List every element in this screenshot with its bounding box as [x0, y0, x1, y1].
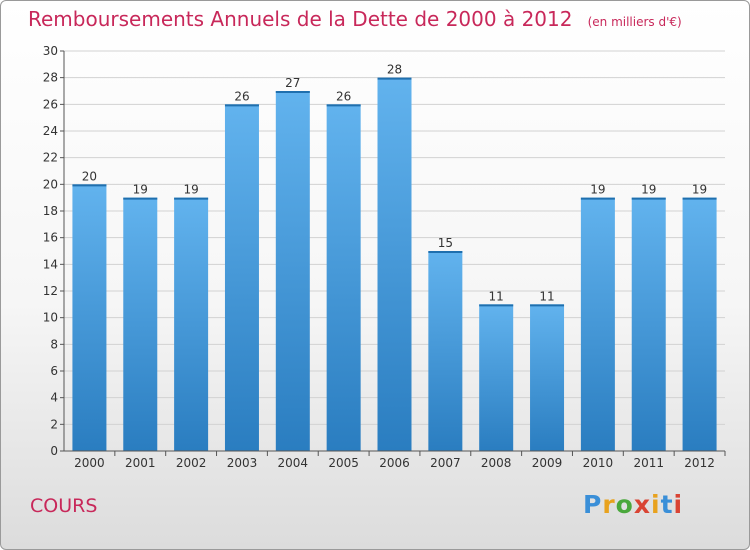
bar [174, 197, 209, 451]
data-label: 19 [133, 183, 148, 197]
y-tick-label: 2 [50, 417, 58, 431]
y-tick-label: 22 [43, 151, 58, 165]
x-axis: 2000 2001 2002 2003 2004 2005 2006 2007 2008 2009… [64, 450, 726, 470]
chart-header: Remboursements Annuels de la Dette de 20… [28, 7, 682, 31]
bar [224, 104, 259, 451]
x-tick-label: 2010 [583, 456, 614, 470]
data-label: 19 [183, 183, 198, 197]
logo-letter: i [651, 490, 661, 519]
bar [72, 184, 107, 452]
bar [530, 304, 565, 451]
data-label: 28 [387, 63, 402, 77]
y-tick-label: 14 [43, 257, 58, 271]
data-label: 26 [336, 89, 351, 103]
y-tick-label: 12 [43, 284, 58, 298]
y-tick-label: 18 [43, 204, 58, 218]
logo-letter: i [673, 490, 684, 519]
y-tick-label: 24 [43, 124, 58, 138]
x-tick-label: 2012 [684, 456, 715, 470]
x-tick-label: 2002 [176, 456, 207, 470]
logo-letter: x [633, 490, 651, 519]
bar [479, 304, 514, 451]
bar [682, 197, 717, 451]
x-tick-label: 2005 [328, 456, 359, 470]
data-label: 11 [489, 289, 504, 303]
bar [275, 91, 310, 451]
data-label: 11 [539, 289, 554, 303]
y-tick-label: 4 [50, 391, 58, 405]
y-tick-label: 0 [50, 444, 58, 458]
bar [123, 197, 158, 451]
proxiti-logo: Proxiti [583, 490, 683, 519]
bar [326, 104, 361, 451]
x-tick-label: 2011 [633, 456, 664, 470]
commune-name: COURS [30, 495, 98, 517]
logo-letter: P [583, 490, 603, 519]
bar [428, 251, 463, 451]
bar [631, 197, 666, 451]
x-tick-label: 2006 [379, 456, 410, 470]
x-tick-label: 2008 [481, 456, 512, 470]
bar [377, 77, 412, 452]
data-label: 15 [438, 236, 453, 250]
data-label: 26 [234, 89, 249, 103]
x-tick-label: 2004 [278, 456, 309, 470]
y-tick-label: 30 [43, 44, 58, 58]
x-tick-label: 2009 [532, 456, 563, 470]
data-label: 19 [590, 183, 605, 197]
y-tick-label: 8 [50, 337, 58, 351]
chart-unit: (en milliers d'€) [587, 15, 682, 29]
y-tick-label: 28 [43, 71, 58, 85]
x-tick-label: 2003 [227, 456, 258, 470]
y-tick-label: 20 [43, 177, 58, 191]
y-tick-label: 26 [43, 97, 58, 111]
bar [580, 197, 615, 451]
x-tick-label: 2000 [74, 456, 105, 470]
logo-letter: o [615, 490, 634, 519]
y-tick-label: 6 [50, 364, 58, 378]
y-tick-label: 10 [43, 311, 58, 325]
bars [72, 77, 717, 452]
x-tick-label: 2007 [430, 456, 461, 470]
data-label: 19 [641, 183, 656, 197]
chart-title: Remboursements Annuels de la Dette de 20… [28, 7, 573, 31]
y-tick-label: 16 [43, 231, 58, 245]
data-label: 27 [285, 76, 300, 90]
data-labels: 20 19 19 26 27 26 28 15 11 11 19 19 19 [82, 63, 707, 304]
x-tick-label: 2001 [125, 456, 156, 470]
logo-letter: r [602, 490, 616, 519]
data-label: 20 [82, 169, 97, 183]
data-label: 19 [692, 183, 707, 197]
logo-letter: t [660, 490, 674, 519]
